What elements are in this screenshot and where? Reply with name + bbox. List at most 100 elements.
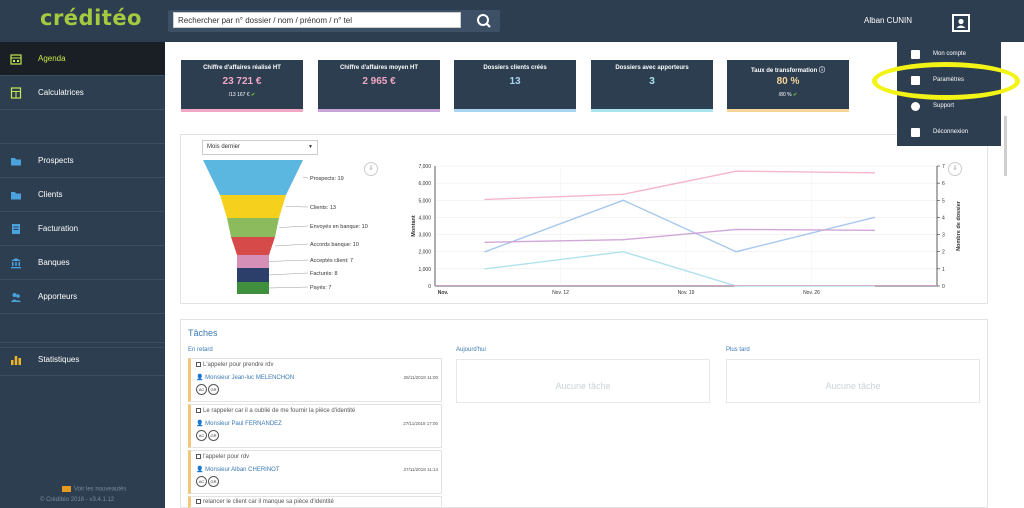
user-name[interactable]: Alban CUNIN <box>864 16 913 25</box>
tag-badge[interactable]: AC <box>196 476 207 487</box>
task-text: relancer le client car il manque sa pièc… <box>196 499 334 505</box>
download-funnel-button[interactable]: ⇩ <box>364 162 378 176</box>
person-icon: 👤 <box>196 375 204 381</box>
task-card[interactable]: L'appeler pour prendre rdv 👤 Monsieur Je… <box>188 358 442 402</box>
menu-item-label: Mon compte <box>933 51 967 57</box>
kpi-bar <box>454 109 576 112</box>
task-contact[interactable]: 👤 Monsieur Paul FERNANDEZ <box>196 420 282 427</box>
task-contact[interactable]: 👤 Monsieur Jean-luc MELENCHON <box>196 374 294 381</box>
series-line-1 <box>484 199 875 253</box>
y-tick-label: 2,000 <box>418 250 431 256</box>
kpi-sub-value: /13 167 € <box>228 92 250 98</box>
app-logo[interactable]: créditéo <box>40 6 142 30</box>
sidebar-item-agenda[interactable]: Agenda <box>0 42 165 76</box>
kpi-value: 80 % <box>776 76 800 87</box>
series-line-2 <box>485 228 875 243</box>
task-card[interactable]: l'appeler pour rdv 👤 Monsieur Alban CHER… <box>188 450 442 494</box>
sidebar-item-clients[interactable]: Clients <box>0 178 165 212</box>
sidebar-item-calculatrices[interactable]: Calculatrices <box>0 76 165 110</box>
y-tick-label: 0 <box>428 284 431 290</box>
tag-badge[interactable]: GR <box>208 476 219 487</box>
tag-badge[interactable]: AC <box>196 430 207 441</box>
data-point <box>735 250 737 253</box>
folder-icon <box>11 158 21 166</box>
y2-tick-label: 1 <box>942 267 945 273</box>
y2-tick-label: 0 <box>942 284 945 290</box>
news-link[interactable]: Voir les nouveautés <box>62 486 126 493</box>
user-avatar-button[interactable] <box>952 14 970 32</box>
tag-badge[interactable]: GR <box>208 430 219 441</box>
search-input[interactable] <box>173 12 461 28</box>
y-tick-label: 5,000 <box>418 198 431 204</box>
series-line-3 <box>485 251 875 287</box>
sidebar-item-label: Clients <box>38 190 63 199</box>
y2-tick-label: 5 <box>942 198 945 204</box>
task-checkbox[interactable] <box>196 362 201 367</box>
data-point <box>484 198 486 201</box>
kpi-title-text: Taux de transformation <box>751 68 818 74</box>
download-icon: ⇩ <box>952 166 958 172</box>
kpi-card-taux-transformation: Taux de transformation ⓘ 80 % /80 % ✔ <box>727 60 849 112</box>
tag-badge[interactable]: AC <box>196 384 207 395</box>
column-header-late: En retard <box>188 347 213 353</box>
task-contact-name: Monsieur Jean-luc MELENCHON <box>205 375 295 381</box>
sidebar-item-banques[interactable]: Banques <box>0 246 165 280</box>
check-icon: ✔ <box>251 92 256 98</box>
users-icon <box>11 293 21 302</box>
search-button[interactable] <box>468 10 500 32</box>
task-checkbox[interactable] <box>196 454 201 459</box>
check-icon: ✔ <box>792 92 798 98</box>
task-card[interactable]: Le rappeler car il a oublié de me fourni… <box>188 404 442 448</box>
task-card[interactable]: relancer le client car il manque sa pièc… <box>188 496 442 508</box>
sidebar-item-statistiques[interactable]: Statistiques <box>0 342 165 376</box>
data-point <box>484 250 486 253</box>
scrollbar[interactable] <box>1004 116 1007 176</box>
task-tags: AC GR <box>196 476 220 487</box>
period-select[interactable]: Mois dernier ▼ <box>202 140 318 155</box>
sidebar-item-label: Prospects <box>38 156 74 165</box>
folder-icon <box>11 192 21 200</box>
funnel-label: Clients: 13 <box>310 205 336 211</box>
task-checkbox[interactable] <box>196 499 201 504</box>
funnel-connector <box>302 177 309 179</box>
menu-item-deconnexion[interactable]: Déconnexion <box>897 120 1001 146</box>
column-header-today: Aujourd'hui <box>456 347 486 353</box>
y2-tick-label: 3 <box>942 233 945 239</box>
person-icon: 👤 <box>196 467 204 473</box>
download-chart-button[interactable]: ⇩ <box>948 162 962 176</box>
task-text-label: L'appeler pour prendre rdv <box>203 362 274 369</box>
line-chart: 0 1,000 2,000 3,000 4,000 5,000 6,000 7,000 0 1 2 3… <box>411 164 962 296</box>
funnel-segment <box>227 218 279 237</box>
menu-item-mon-compte[interactable]: Mon compte <box>897 42 1001 68</box>
kpi-card-ca-moyen: Chiffre d'affaires moyen HT 2 965 € <box>318 60 440 112</box>
tasks-title: Tâches <box>188 328 218 338</box>
info-icon[interactable]: ⓘ <box>818 68 825 74</box>
sidebar-item-label: Statistiques <box>38 355 80 364</box>
y-tick-label: 7,000 <box>418 164 431 170</box>
sidebar-item-facturation[interactable]: Facturation <box>0 212 165 246</box>
kpi-value: 3 <box>649 76 655 87</box>
funnel-connector <box>268 259 309 262</box>
sidebar-item-prospects[interactable]: Prospects <box>0 144 165 178</box>
task-contact-name: Monsieur Paul FERNANDEZ <box>205 421 282 427</box>
data-point <box>735 170 737 172</box>
task-contact[interactable]: 👤 Monsieur Alban CHERINOT <box>196 466 280 473</box>
kpi-title: Dossiers avec apporteurs <box>615 65 689 71</box>
menu-item-support[interactable]: Support <box>897 94 1001 120</box>
empty-later-box: Aucune tâche <box>726 359 980 403</box>
task-text: L'appeler pour prendre rdv <box>196 362 274 368</box>
version-text: © Crédítéo 2018 - v3.4.1.12 <box>40 497 115 503</box>
y2-axis-label: Nombre de dossier <box>956 200 962 251</box>
task-checkbox[interactable] <box>196 408 201 413</box>
sidebar-item-label: Agenda <box>38 54 66 63</box>
menu-item-label: Support <box>933 103 955 109</box>
bank-icon <box>11 258 21 269</box>
kpi-title: Chiffre d'affaires réalisé HT <box>203 65 281 71</box>
task-text: Le rappeler car il a oublié de me fourni… <box>196 408 355 414</box>
task-contact-name: Monsieur Alban CHERINOT <box>205 467 280 473</box>
bar-chart-icon <box>11 356 21 365</box>
tag-badge[interactable]: GR <box>208 384 219 395</box>
task-text-label: Le rappeler car il a oublié de me fourni… <box>203 408 356 415</box>
sidebar-item-label: Apporteurs <box>38 292 78 301</box>
sidebar-item-apporteurs[interactable]: Apporteurs <box>0 280 165 314</box>
